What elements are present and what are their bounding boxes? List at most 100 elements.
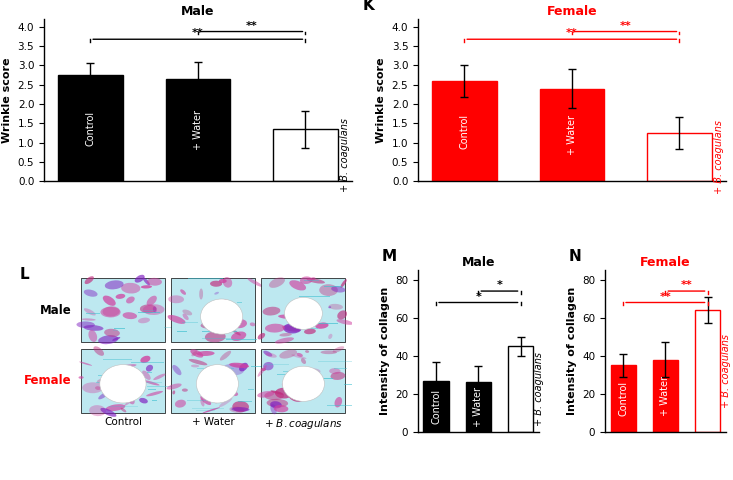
Ellipse shape (336, 319, 353, 325)
Ellipse shape (108, 373, 114, 376)
Ellipse shape (333, 346, 345, 353)
Ellipse shape (261, 368, 266, 371)
Bar (299, 296, 330, 297)
Bar (695, 310, 721, 432)
Ellipse shape (84, 325, 103, 331)
Bar (147, 372, 152, 373)
Text: + Water: + Water (474, 387, 483, 427)
Bar (424, 381, 449, 432)
Text: L: L (19, 267, 29, 282)
Bar (171, 348, 255, 413)
Ellipse shape (180, 289, 186, 295)
Text: K: K (363, 0, 375, 13)
Bar (304, 308, 310, 309)
Ellipse shape (275, 388, 293, 398)
Ellipse shape (232, 401, 249, 412)
Ellipse shape (328, 304, 343, 310)
Bar (81, 348, 165, 413)
Ellipse shape (189, 359, 207, 365)
Ellipse shape (82, 382, 103, 393)
Ellipse shape (140, 304, 157, 313)
Ellipse shape (283, 323, 301, 334)
Ellipse shape (98, 335, 118, 344)
Ellipse shape (205, 331, 226, 342)
Text: + B. coagulans: + B. coagulans (714, 120, 723, 194)
Ellipse shape (319, 284, 338, 296)
Ellipse shape (270, 390, 284, 395)
Ellipse shape (258, 333, 265, 339)
Bar (149, 389, 156, 390)
Bar (166, 79, 230, 181)
Title: Male: Male (462, 256, 495, 269)
Text: Control: Control (618, 381, 628, 416)
Bar (262, 278, 345, 342)
Ellipse shape (232, 329, 241, 336)
Ellipse shape (133, 389, 138, 392)
Text: Control: Control (460, 113, 469, 148)
Title: Female: Female (640, 256, 690, 269)
Text: Female: Female (24, 374, 72, 387)
Ellipse shape (199, 288, 203, 300)
Ellipse shape (196, 351, 215, 356)
Ellipse shape (121, 408, 126, 412)
Ellipse shape (100, 307, 121, 317)
Ellipse shape (201, 299, 243, 334)
Ellipse shape (94, 346, 104, 356)
Bar (297, 378, 333, 379)
Text: N: N (569, 249, 581, 264)
Ellipse shape (288, 392, 304, 402)
Ellipse shape (76, 322, 95, 328)
Ellipse shape (191, 349, 203, 358)
Ellipse shape (281, 383, 288, 388)
Ellipse shape (247, 278, 262, 287)
Ellipse shape (104, 329, 120, 337)
Ellipse shape (306, 278, 325, 284)
Ellipse shape (146, 391, 163, 396)
Bar (251, 366, 286, 367)
Ellipse shape (135, 275, 144, 283)
Ellipse shape (183, 313, 188, 320)
Y-axis label: Wrinkle score: Wrinkle score (2, 58, 12, 143)
Ellipse shape (282, 325, 301, 332)
Ellipse shape (219, 398, 232, 407)
Bar (324, 287, 342, 288)
Ellipse shape (79, 361, 92, 366)
Ellipse shape (290, 280, 306, 290)
Bar (327, 405, 361, 406)
Bar (273, 129, 338, 181)
Bar (611, 365, 636, 432)
Ellipse shape (265, 353, 277, 358)
Ellipse shape (106, 404, 125, 411)
Text: **: ** (680, 280, 692, 290)
Text: Control: Control (104, 418, 142, 427)
Text: Control: Control (85, 110, 95, 145)
Ellipse shape (301, 358, 306, 364)
Bar (197, 368, 234, 369)
Ellipse shape (275, 337, 294, 344)
Ellipse shape (337, 311, 347, 320)
Text: + B. coagulans: + B. coagulans (534, 352, 544, 426)
Ellipse shape (117, 364, 136, 369)
Ellipse shape (284, 298, 323, 329)
Bar (318, 361, 355, 362)
Bar (192, 363, 226, 364)
Title: Male: Male (181, 5, 215, 18)
Text: + Water: + Water (567, 115, 577, 155)
Bar (345, 384, 370, 385)
Ellipse shape (147, 296, 157, 306)
Ellipse shape (141, 285, 152, 288)
Text: **: ** (566, 28, 578, 38)
Ellipse shape (331, 372, 345, 380)
Ellipse shape (81, 318, 96, 321)
Ellipse shape (232, 407, 249, 411)
Ellipse shape (239, 363, 248, 372)
Ellipse shape (78, 376, 84, 379)
Ellipse shape (282, 366, 325, 401)
Bar (58, 75, 122, 181)
Ellipse shape (201, 321, 221, 329)
Bar (432, 81, 496, 181)
Ellipse shape (267, 399, 288, 408)
Ellipse shape (212, 299, 226, 304)
Ellipse shape (97, 378, 115, 384)
Bar (114, 328, 125, 329)
